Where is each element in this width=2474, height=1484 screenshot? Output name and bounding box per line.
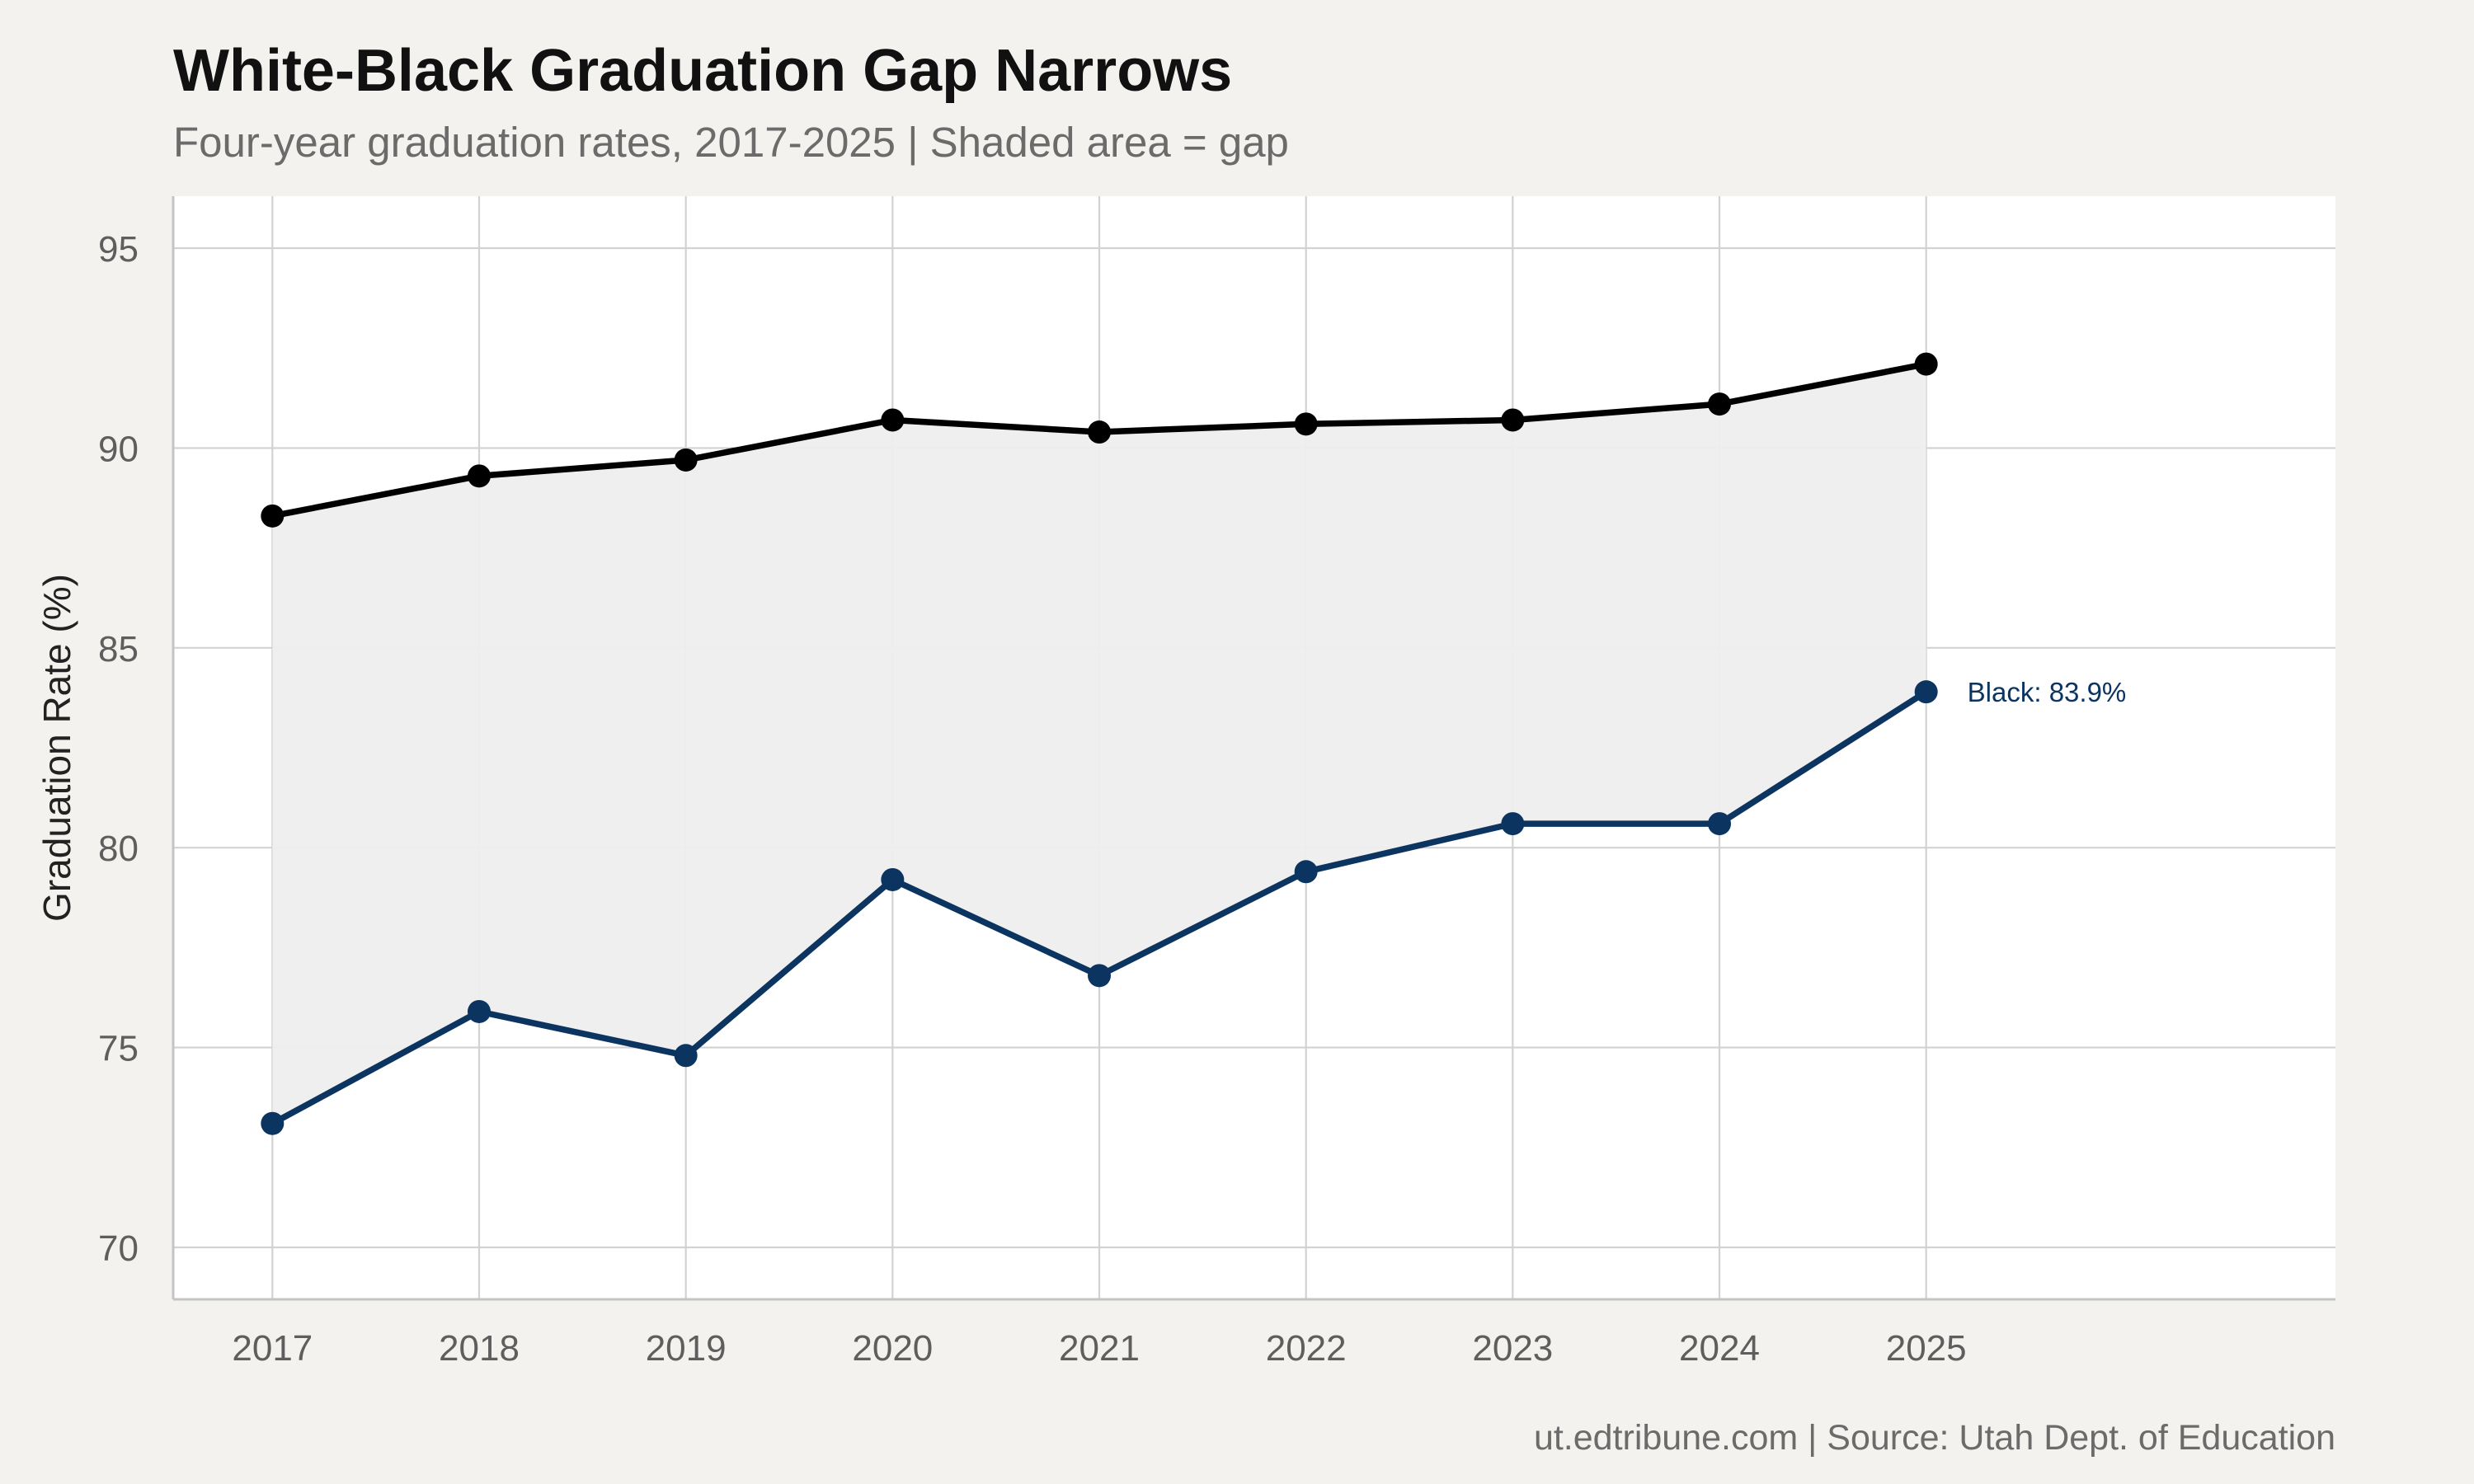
data-point xyxy=(261,1111,285,1135)
chart-title: White-Black Graduation Gap Narrows xyxy=(173,38,1232,104)
x-tick-label: 2024 xyxy=(1679,1328,1760,1369)
x-tick-label: 2023 xyxy=(1472,1328,1553,1369)
tick-labels: 70 75 80 85 90 95 2017 2018 2019 2020 2021 2022 2023… xyxy=(98,229,1967,1369)
x-tick-label: 2018 xyxy=(439,1328,520,1369)
data-point xyxy=(881,408,905,432)
y-tick-label: 85 xyxy=(98,629,139,669)
x-tick-label: 2021 xyxy=(1059,1328,1140,1369)
gap-area xyxy=(272,364,1926,1124)
data-point xyxy=(674,448,698,472)
x-tick-label: 2019 xyxy=(646,1328,727,1369)
data-series: Black: 83.9% xyxy=(261,352,2126,1135)
data-point xyxy=(674,1044,698,1068)
data-point xyxy=(261,504,285,528)
data-point xyxy=(1501,408,1525,432)
x-tick-label: 2017 xyxy=(232,1328,313,1369)
y-axis-title: Graduation Rate (%) xyxy=(35,574,78,922)
y-tick-label: 80 xyxy=(98,829,139,869)
y-tick-label: 70 xyxy=(98,1228,139,1269)
chart-caption: ut.edtribune.com | Source: Utah Dept. of… xyxy=(1534,1418,2335,1458)
y-tick-label: 95 xyxy=(98,229,139,270)
data-point xyxy=(1708,812,1732,836)
chart-subtitle: Four-year graduation rates, 2017-2025 | … xyxy=(173,119,1289,166)
data-point xyxy=(467,999,491,1023)
y-tick-label: 75 xyxy=(98,1029,139,1069)
data-point xyxy=(1914,352,1938,376)
data-point xyxy=(1294,860,1318,884)
data-point xyxy=(1087,420,1111,444)
data-point xyxy=(1708,392,1732,416)
series-1 xyxy=(261,352,1938,528)
axes xyxy=(172,196,2335,1301)
y-tick-label: 90 xyxy=(98,429,139,469)
series-2: Black: 83.9% xyxy=(261,677,2126,1135)
x-tick-label: 2022 xyxy=(1266,1328,1347,1369)
x-tick-label: 2020 xyxy=(852,1328,933,1369)
data-point xyxy=(1294,412,1318,436)
x-tick-label: 2025 xyxy=(1886,1328,1967,1369)
data-point xyxy=(1914,680,1938,704)
data-point xyxy=(1501,812,1525,836)
series-end-label: Black: 83.9% xyxy=(1968,677,2127,707)
data-point xyxy=(467,464,491,488)
data-point xyxy=(881,867,905,891)
data-point xyxy=(1087,964,1111,988)
